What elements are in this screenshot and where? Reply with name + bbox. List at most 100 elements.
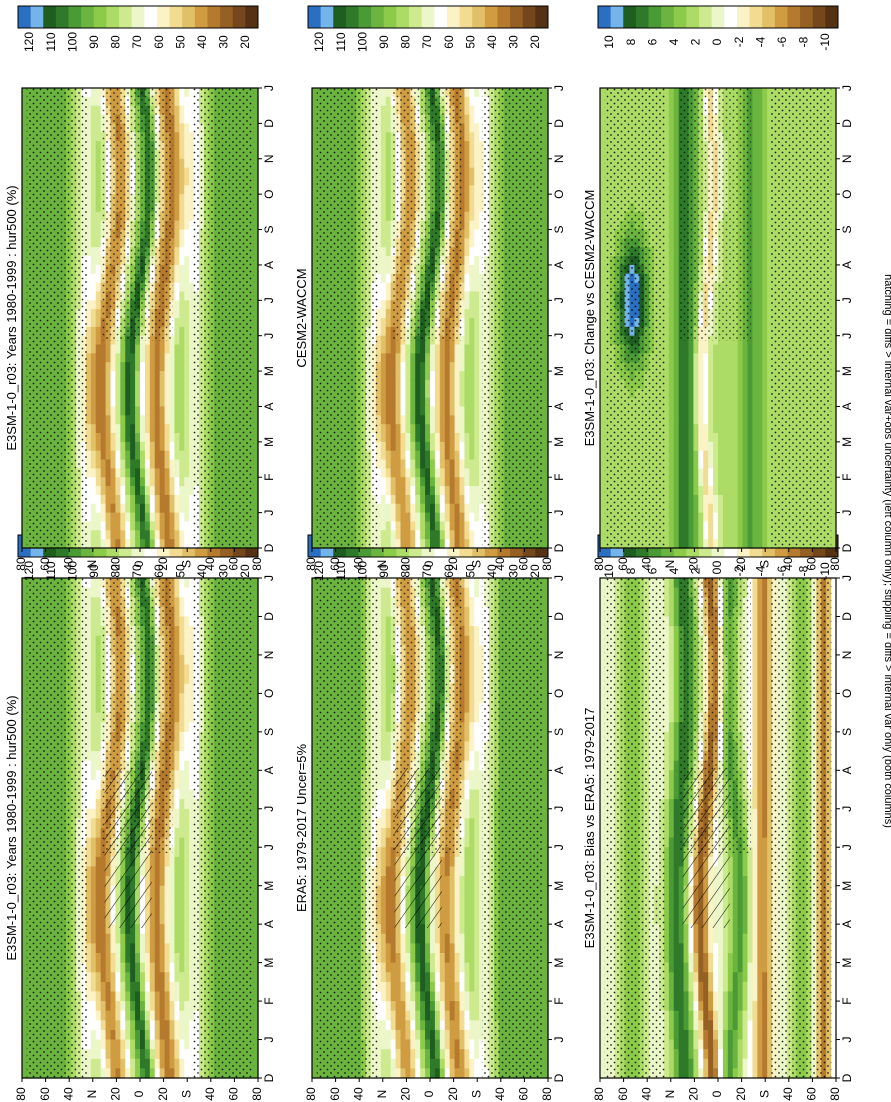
heatmap-cell bbox=[85, 141, 92, 151]
heatmap-cell bbox=[120, 991, 126, 1002]
heatmap-cell bbox=[174, 914, 180, 925]
heatmap-cell bbox=[135, 943, 141, 954]
heatmap-cell bbox=[184, 406, 190, 416]
heatmap-cell bbox=[105, 468, 112, 478]
heatmap-cell bbox=[174, 991, 180, 1002]
heatmap-cell bbox=[184, 664, 190, 675]
heatmap-cell bbox=[115, 344, 121, 354]
heatmap-cell bbox=[90, 486, 97, 496]
heatmap-cell bbox=[95, 441, 102, 452]
heatmap-cell bbox=[125, 344, 131, 354]
heatmap-cell bbox=[174, 256, 180, 266]
heatmap-cell bbox=[22, 712, 28, 723]
heatmap-cell bbox=[154, 876, 161, 887]
heatmap-cell bbox=[174, 415, 180, 425]
heatmap-cell bbox=[120, 1039, 126, 1050]
heatmap-cell bbox=[90, 353, 97, 363]
heatmap-cell bbox=[90, 220, 97, 231]
heatmap-cell bbox=[253, 1001, 259, 1012]
heatmap-cell bbox=[184, 486, 190, 496]
heatmap-cell bbox=[85, 450, 92, 461]
heatmap-cell bbox=[184, 132, 190, 142]
heatmap-cell bbox=[100, 953, 107, 964]
heatmap-cell bbox=[184, 876, 190, 887]
heatmap-cell bbox=[135, 1029, 141, 1041]
heatmap-cell bbox=[85, 96, 92, 107]
heatmap-cell bbox=[179, 105, 185, 116]
heatmap-cell bbox=[144, 962, 151, 973]
heatmap-cell bbox=[179, 731, 185, 743]
heatmap-cell bbox=[179, 635, 185, 646]
heatmap-cell bbox=[100, 477, 107, 487]
heatmap-cell bbox=[95, 167, 102, 178]
heatmap-cell bbox=[95, 722, 102, 733]
heatmap-cell bbox=[154, 895, 161, 906]
heatmap-cell bbox=[154, 1010, 161, 1021]
heatmap-cell bbox=[159, 539, 166, 549]
heatmap-cell bbox=[110, 1068, 117, 1079]
heatmap-cell bbox=[154, 1058, 161, 1069]
heatmap-cell bbox=[120, 521, 126, 531]
heatmap-cell bbox=[130, 415, 136, 425]
heatmap-cell bbox=[100, 904, 107, 916]
heatmap-cell bbox=[125, 494, 131, 505]
heatmap-cell bbox=[184, 441, 190, 452]
lat-tick-label: 20 bbox=[109, 1087, 123, 1101]
heatmap-cell bbox=[90, 731, 97, 743]
heatmap-cell bbox=[174, 406, 180, 416]
heatmap-cell bbox=[184, 808, 190, 819]
heatmap-cell bbox=[149, 943, 156, 954]
heatmap-cell bbox=[149, 450, 156, 461]
heatmap-cell bbox=[179, 512, 185, 523]
heatmap-cell bbox=[85, 468, 92, 478]
heatmap-cell bbox=[179, 282, 185, 293]
lat-tick-label: 0 bbox=[132, 1090, 146, 1097]
heatmap-cell bbox=[110, 981, 117, 993]
heatmap-cell bbox=[95, 256, 102, 266]
heatmap-cell bbox=[130, 924, 136, 935]
colorbar-tick-label: 70 bbox=[130, 564, 144, 578]
heatmap-cell bbox=[85, 371, 92, 381]
heatmap-cell bbox=[100, 895, 107, 906]
heatmap-cell bbox=[85, 828, 92, 839]
heatmap-cell bbox=[85, 924, 92, 935]
heatmap-cell bbox=[85, 1068, 92, 1079]
heatmap-cell bbox=[90, 664, 97, 675]
heatmap-cell bbox=[135, 494, 141, 505]
heatmap-cell bbox=[169, 353, 176, 363]
heatmap-cell bbox=[22, 88, 28, 98]
heatmap-cell bbox=[184, 828, 190, 839]
heatmap-cell bbox=[179, 211, 185, 222]
heatmap-cell bbox=[169, 397, 176, 408]
heatmap-cell bbox=[179, 837, 185, 848]
heatmap-cell bbox=[125, 450, 131, 461]
heatmap-cell bbox=[149, 895, 156, 906]
heatmap-cell bbox=[120, 353, 126, 363]
heatmap-cell bbox=[110, 459, 117, 469]
heatmap-cell bbox=[95, 477, 102, 487]
colorbar-tick-label: 90 bbox=[87, 564, 101, 578]
heatmap-cell bbox=[135, 953, 141, 964]
heatmap-cell bbox=[184, 388, 190, 399]
heatmap-cell bbox=[169, 521, 176, 531]
heatmap-cell bbox=[120, 459, 126, 469]
heatmap-cell bbox=[95, 664, 102, 675]
heatmap-cell bbox=[22, 105, 28, 116]
heatmap-cell bbox=[120, 433, 126, 443]
heatmap-cell bbox=[179, 96, 185, 107]
heatmap-cell bbox=[125, 1010, 131, 1021]
heatmap-cell bbox=[95, 176, 102, 186]
heatmap-cell bbox=[120, 972, 126, 983]
heatmap-cell bbox=[130, 972, 136, 983]
heatmap-cell bbox=[90, 635, 97, 646]
heatmap-cell bbox=[253, 645, 259, 656]
heatmap-cell bbox=[22, 406, 28, 416]
heatmap-cell bbox=[90, 741, 97, 752]
heatmap-cell bbox=[90, 904, 97, 916]
heatmap-cell bbox=[22, 904, 28, 916]
heatmap-cell bbox=[130, 962, 136, 973]
heatmap-cell bbox=[154, 512, 161, 523]
heatmap-cell bbox=[169, 991, 176, 1002]
heatmap-cell bbox=[140, 530, 146, 540]
heatmap-cell bbox=[179, 158, 185, 169]
